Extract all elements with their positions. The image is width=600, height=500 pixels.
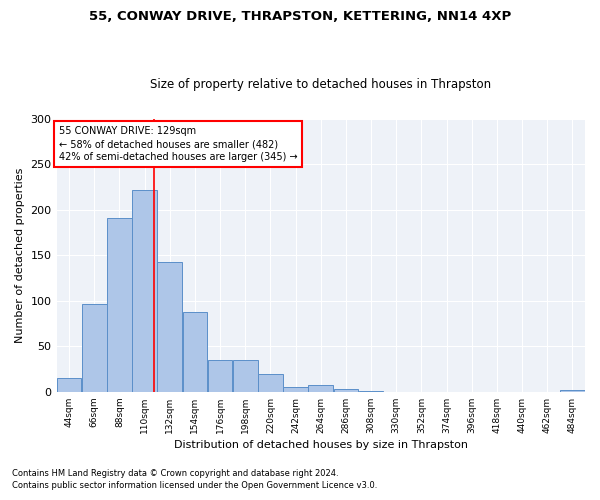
Bar bbox=[560, 390, 585, 392]
Text: 55, CONWAY DRIVE, THRAPSTON, KETTERING, NN14 4XP: 55, CONWAY DRIVE, THRAPSTON, KETTERING, … bbox=[89, 10, 511, 23]
X-axis label: Distribution of detached houses by size in Thrapston: Distribution of detached houses by size … bbox=[174, 440, 468, 450]
Bar bbox=[107, 218, 132, 392]
Bar bbox=[258, 374, 283, 392]
Bar bbox=[308, 384, 333, 392]
Bar bbox=[82, 304, 107, 392]
Bar bbox=[182, 312, 207, 392]
Text: Contains HM Land Registry data © Crown copyright and database right 2024.
Contai: Contains HM Land Registry data © Crown c… bbox=[12, 468, 377, 490]
Bar bbox=[334, 389, 358, 392]
Bar bbox=[133, 190, 157, 392]
Bar bbox=[233, 360, 257, 392]
Bar bbox=[208, 360, 232, 392]
Bar bbox=[57, 378, 82, 392]
Bar bbox=[283, 388, 308, 392]
Title: Size of property relative to detached houses in Thrapston: Size of property relative to detached ho… bbox=[150, 78, 491, 91]
Text: 55 CONWAY DRIVE: 129sqm
← 58% of detached houses are smaller (482)
42% of semi-d: 55 CONWAY DRIVE: 129sqm ← 58% of detache… bbox=[59, 126, 298, 162]
Bar bbox=[157, 262, 182, 392]
Bar bbox=[359, 391, 383, 392]
Y-axis label: Number of detached properties: Number of detached properties bbox=[15, 168, 25, 343]
